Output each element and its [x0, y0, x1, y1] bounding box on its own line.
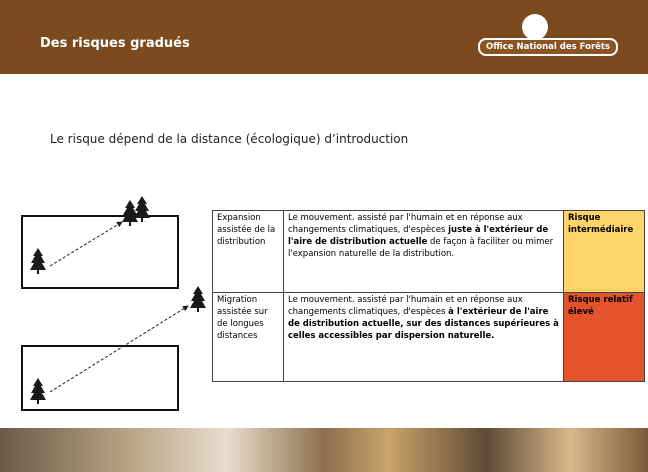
slide-title: Des risques gradués [40, 36, 190, 51]
row-label: Expansion assistée de la distribution [212, 210, 284, 293]
risk-level: Risque intermédiaire [563, 210, 645, 293]
tree [30, 378, 46, 404]
range-box [21, 215, 179, 289]
description-part: à l'extérieur de l'aire de distribution … [288, 307, 559, 341]
description-part: de façon à faciliter ou mimer l'expansio… [288, 237, 554, 259]
logo-icon [522, 14, 548, 40]
arrow [49, 305, 189, 393]
row-description: Le mouvement. assisté par l'humain et en… [283, 292, 564, 382]
row-description: Le mouvement. assisté par l'humain et en… [283, 210, 564, 293]
risk-table: Expansion assistée de la distribution Le … [212, 210, 645, 382]
description-part: Le mouvement. assisté par l'humain et en… [288, 295, 523, 317]
range-box [21, 345, 179, 411]
header-bar: Des risques gradués Office National des … [0, 0, 648, 74]
row-label: Migration assistée sur de longues distan… [212, 292, 284, 382]
logo: Office National des Forêts [478, 38, 619, 56]
table-row: Migration assistée sur de longues distan… [212, 292, 645, 382]
risk-level: Risque relatif élevé [563, 292, 645, 382]
tree [122, 200, 138, 226]
tree [190, 286, 206, 312]
tree [134, 196, 150, 222]
subtitle: Le risque dépend de la distance (écologi… [50, 132, 409, 146]
description-part: Le mouvement. assisté par l'humain et en… [288, 213, 523, 235]
tree [30, 248, 46, 274]
arrow [49, 221, 123, 267]
forest-photo [0, 428, 648, 472]
description-part: juste à l'extérieur de l'aire de distrib… [288, 225, 549, 247]
table-row: Expansion assistée de la distribution Le … [212, 210, 645, 293]
